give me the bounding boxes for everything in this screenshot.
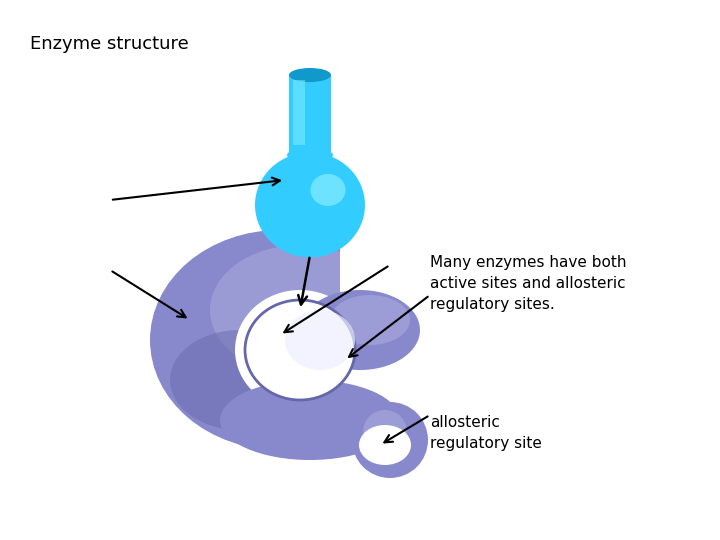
Ellipse shape <box>285 310 355 370</box>
FancyBboxPatch shape <box>289 75 331 155</box>
Ellipse shape <box>245 300 355 400</box>
FancyBboxPatch shape <box>293 80 305 145</box>
Ellipse shape <box>235 290 365 410</box>
Ellipse shape <box>250 307 330 382</box>
Ellipse shape <box>310 174 346 206</box>
Ellipse shape <box>255 152 365 258</box>
FancyBboxPatch shape <box>340 220 540 460</box>
Ellipse shape <box>150 230 410 450</box>
Ellipse shape <box>359 425 411 465</box>
Ellipse shape <box>289 68 331 82</box>
Ellipse shape <box>220 380 400 460</box>
Ellipse shape <box>210 245 390 375</box>
Text: Many enzymes have both
active sites and allosteric
regulatory sites.: Many enzymes have both active sites and … <box>430 255 626 312</box>
Ellipse shape <box>287 148 333 162</box>
Ellipse shape <box>364 434 400 462</box>
Ellipse shape <box>170 330 310 430</box>
Circle shape <box>363 410 407 454</box>
Text: Enzyme structure: Enzyme structure <box>30 35 189 53</box>
Text: allosteric
regulatory site: allosteric regulatory site <box>430 415 542 451</box>
Ellipse shape <box>300 290 420 370</box>
Ellipse shape <box>330 295 410 345</box>
Circle shape <box>352 402 428 478</box>
